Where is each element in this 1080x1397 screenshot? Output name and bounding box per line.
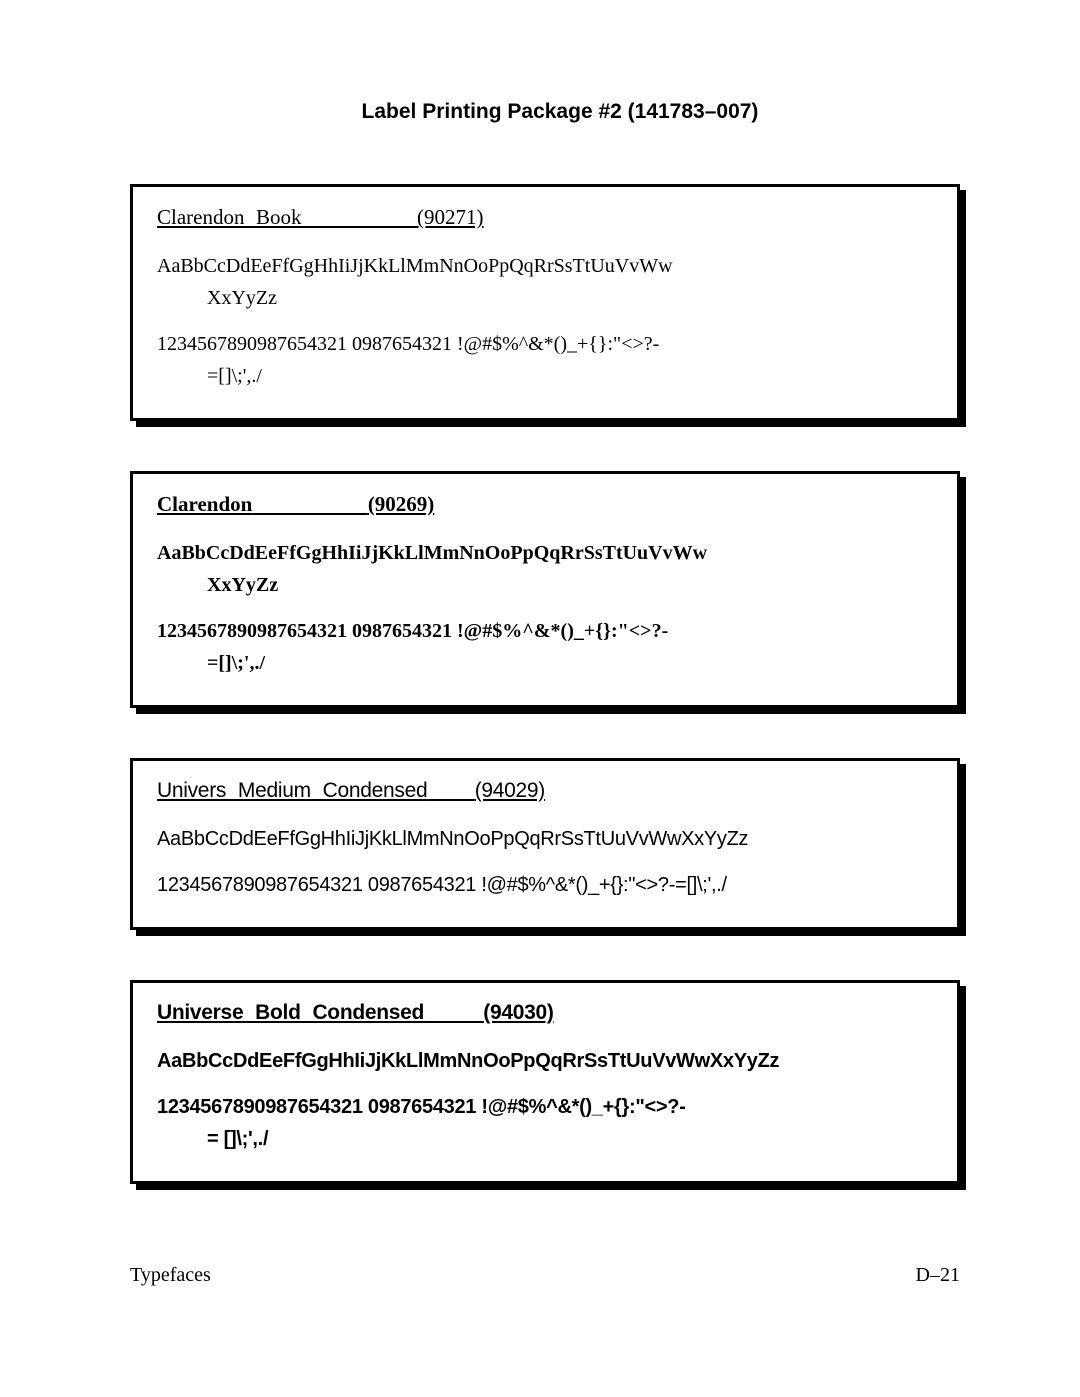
font-name: Universe Bold Condensed bbox=[157, 1001, 424, 1024]
symbol-line-1: 1234567890987654321 0987654321 !@#$%^&*(… bbox=[157, 617, 933, 645]
font-code: (90271) bbox=[417, 205, 484, 229]
font-header: Univers Medium Condensed (94029) bbox=[157, 779, 933, 803]
font-sample-box: Univers Medium Condensed (94029) AaBbCcD… bbox=[130, 758, 960, 930]
alpha-line-2: XxYyZz bbox=[157, 571, 933, 599]
font-name: Univers Medium Condensed bbox=[157, 779, 427, 802]
font-sample-box: Universe Bold Condensed (94030) AaBbCcDd… bbox=[130, 980, 960, 1184]
alpha-line-1: AaBbCcDdEeFfGgHhIiJjKkLlMmNnOoPpQqRrSsTt… bbox=[157, 252, 933, 280]
font-header: Clarendon Book (90271) bbox=[157, 205, 933, 230]
font-sample-box: Clarendon (90269) AaBbCcDdEeFfGgHhIiJjKk… bbox=[130, 471, 960, 708]
alpha-line-2: XxYyZz bbox=[157, 284, 933, 312]
symbol-line-1: 1234567890987654321 0987654321 !@#$%^&*(… bbox=[157, 871, 933, 899]
symbol-line-2: =[]\;',./ bbox=[157, 362, 933, 390]
font-sample-text: AaBbCcDdEeFfGgHhIiJjKkLlMmNnOoPpQqRrSsTt… bbox=[157, 539, 933, 677]
font-code: (94029) bbox=[475, 779, 545, 802]
footer-left: Typefaces bbox=[130, 1264, 211, 1287]
symbol-line-2: =[]\;',./ bbox=[157, 649, 933, 677]
alpha-line-1: AaBbCcDdEeFfGgHhIiJjKkLlMmNnOoPpQqRrSsTt… bbox=[157, 825, 933, 853]
page-footer: Typefaces D–21 bbox=[130, 1264, 960, 1287]
page-content: Label Printing Package #2 (141783–007) C… bbox=[0, 0, 1080, 1294]
font-name: Clarendon bbox=[157, 492, 252, 516]
page-title: Label Printing Package #2 (141783–007) bbox=[160, 100, 960, 124]
font-sample-box: Clarendon Book (90271) AaBbCcDdEeFfGgHhI… bbox=[130, 184, 960, 421]
font-sample-text: AaBbCcDdEeFfGgHhIiJjKkLlMmNnOoPpQqRrSsTt… bbox=[157, 252, 933, 390]
alpha-line-1: AaBbCcDdEeFfGgHhIiJjKkLlMmNnOoPpQqRrSsTt… bbox=[157, 539, 933, 567]
font-code: (90269) bbox=[368, 492, 435, 516]
footer-right: D–21 bbox=[916, 1264, 960, 1287]
symbol-line-2: = []\;',./ bbox=[157, 1125, 933, 1153]
font-code: (94030) bbox=[483, 1001, 553, 1024]
symbol-line-1: 1234567890987654321 0987654321 !@#$%^&*(… bbox=[157, 1093, 933, 1121]
symbol-line-1: 1234567890987654321 0987654321 !@#$%^&*(… bbox=[157, 330, 933, 358]
font-header: Universe Bold Condensed (94030) bbox=[157, 1001, 933, 1025]
alpha-line-1: AaBbCcDdEeFfGgHhIiJjKkLlMmNnOoPpQqRrSsTt… bbox=[157, 1047, 933, 1075]
font-sample-text: AaBbCcDdEeFfGgHhIiJjKkLlMmNnOoPpQqRrSsTt… bbox=[157, 1047, 933, 1153]
font-header: Clarendon (90269) bbox=[157, 492, 933, 517]
font-name: Clarendon Book bbox=[157, 205, 302, 229]
font-sample-text: AaBbCcDdEeFfGgHhIiJjKkLlMmNnOoPpQqRrSsTt… bbox=[157, 825, 933, 899]
